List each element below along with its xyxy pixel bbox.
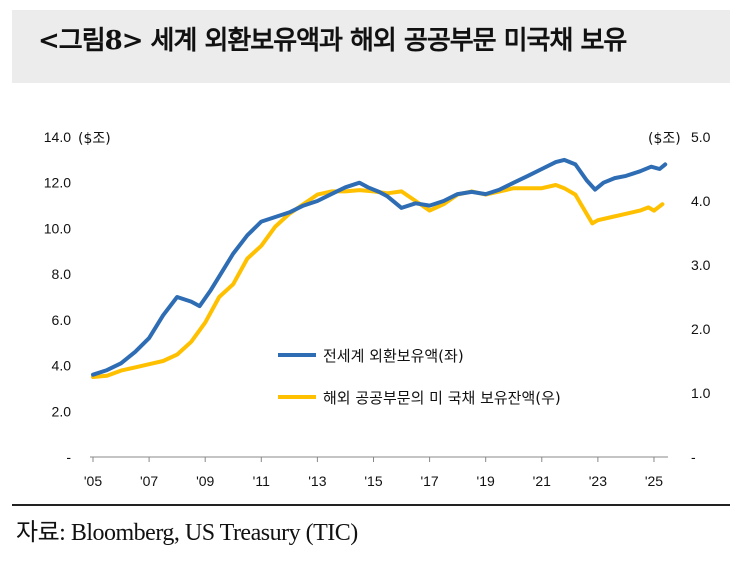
right-tick-label: 4.0 <box>691 193 711 209</box>
x-tick-label: '23 <box>589 473 607 489</box>
left-tick-label: 10.0 <box>44 220 71 236</box>
left-tick-label: 4.0 <box>52 358 72 374</box>
footer-rule <box>12 504 730 506</box>
x-tick-label: '05 <box>84 473 102 489</box>
x-tick-label: '07 <box>140 473 158 489</box>
left-tick-label: - <box>66 449 71 465</box>
right-axis-unit: ($조) <box>648 131 681 147</box>
chart-title: <그림8> 세계 외환보유액과 해외 공공부문 미국채 보유 <box>38 26 627 56</box>
left-axis-unit: ($조) <box>78 131 111 147</box>
left-tick-label: 6.0 <box>52 312 72 328</box>
left-tick-label: 2.0 <box>52 403 72 419</box>
x-tick-label: '21 <box>533 473 551 489</box>
x-tick-label: '17 <box>420 473 438 489</box>
source-note: 자료: Bloomberg, US Treasury (TIC) <box>16 520 358 546</box>
x-tick-label: '15 <box>364 473 382 489</box>
right-tick-label: 5.0 <box>691 129 711 145</box>
title-band <box>12 10 730 83</box>
x-tick-label: '09 <box>196 473 214 489</box>
legend-label: 해외 공공부문의 미 국채 보유잔액(우) <box>323 389 561 407</box>
right-tick-label: 2.0 <box>691 321 711 337</box>
legend-label: 전세계 외환보유액(좌) <box>323 347 464 365</box>
right-tick-label: - <box>691 449 696 465</box>
treasury-holdings-line <box>91 183 665 379</box>
x-tick-label: '25 <box>645 473 663 489</box>
left-tick-label: 12.0 <box>44 175 71 191</box>
x-tick-label: '13 <box>308 473 326 489</box>
left-tick-label: 14.0 <box>44 129 71 145</box>
right-tick-label: 3.0 <box>691 257 711 273</box>
fx-reserves-line <box>91 157 668 377</box>
left-tick-label: 8.0 <box>52 266 72 282</box>
x-tick-label: '19 <box>477 473 495 489</box>
right-tick-label: 1.0 <box>691 385 711 401</box>
x-tick-label: '11 <box>253 473 270 489</box>
